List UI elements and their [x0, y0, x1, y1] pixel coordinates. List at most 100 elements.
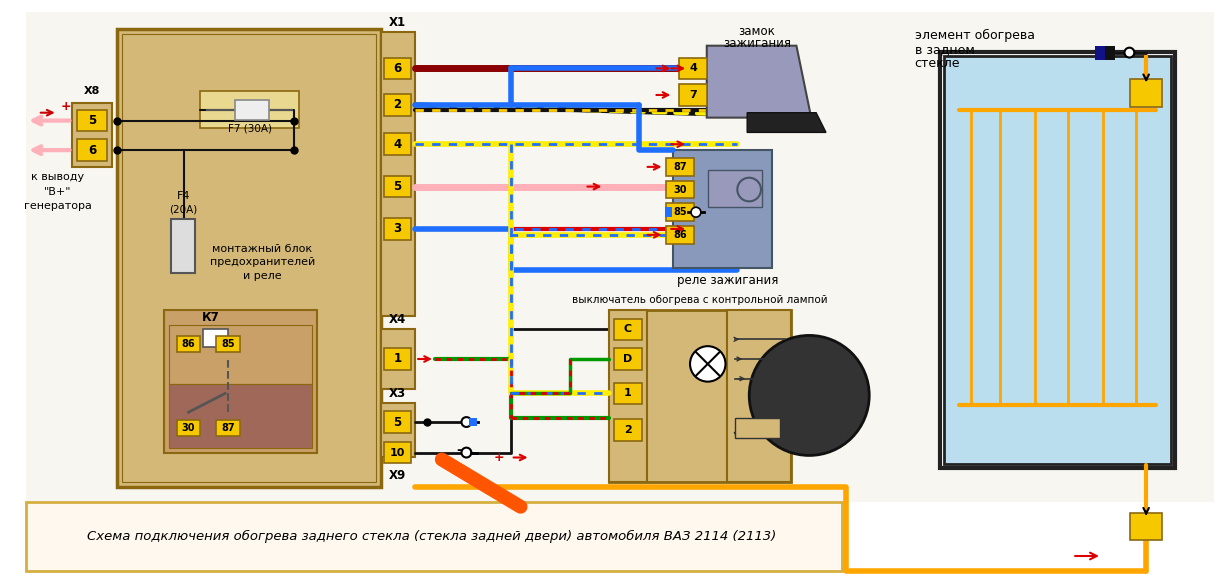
Bar	[122, 34, 376, 482]
Text: D: D	[623, 354, 633, 364]
Text: "В+": "В+"	[44, 187, 71, 196]
Bar	[615, 318, 642, 340]
Bar	[200, 91, 299, 128]
Bar	[384, 175, 412, 198]
Text: зажигания: зажигания	[723, 37, 791, 50]
Bar	[1105, 45, 1114, 59]
Text: 6: 6	[393, 62, 402, 75]
Bar	[384, 411, 412, 433]
Text: X4: X4	[389, 313, 406, 326]
Text: 85: 85	[221, 339, 235, 349]
Text: 4: 4	[689, 64, 697, 73]
Text: 1: 1	[624, 388, 632, 398]
Text: +: +	[494, 451, 505, 464]
Bar	[164, 310, 316, 452]
Bar	[736, 418, 780, 438]
Text: -: -	[457, 442, 462, 456]
Bar	[216, 420, 240, 436]
Polygon shape	[747, 113, 826, 132]
Bar	[26, 12, 1215, 502]
Bar	[169, 384, 312, 448]
Bar	[708, 170, 763, 208]
Bar	[945, 55, 1171, 465]
Bar	[610, 310, 792, 482]
Bar	[384, 134, 412, 155]
Text: реле зажигания: реле зажигания	[677, 273, 778, 287]
Bar	[1130, 512, 1162, 540]
Text: генератора: генератора	[23, 201, 92, 211]
Text: предохранителей: предохранителей	[210, 258, 315, 268]
Circle shape	[737, 178, 761, 201]
Text: Схема подключения обогрева заднего стекла (стекла задней двери) автомобиля ВАЗ 2: Схема подключения обогрева заднего стекл…	[87, 530, 776, 543]
Text: замок: замок	[738, 26, 776, 38]
Bar	[171, 219, 196, 273]
Circle shape	[749, 335, 869, 455]
Bar	[666, 181, 694, 198]
Text: X8: X8	[84, 86, 100, 96]
Text: 87: 87	[673, 162, 687, 172]
Bar	[615, 419, 642, 441]
Text: 4: 4	[393, 138, 402, 151]
Polygon shape	[706, 45, 811, 118]
Bar	[26, 502, 842, 571]
Bar	[679, 84, 706, 106]
Text: 6: 6	[88, 143, 97, 157]
Bar	[940, 52, 1174, 468]
Bar	[727, 310, 792, 482]
Circle shape	[462, 448, 472, 458]
Text: C: C	[624, 324, 632, 335]
Bar	[469, 418, 478, 426]
Text: монтажный блок: монтажный блок	[213, 244, 313, 254]
Text: выключатель обогрева с контрольной лампой: выключатель обогрева с контрольной лампо…	[572, 295, 827, 305]
Text: 1: 1	[393, 353, 402, 366]
Bar	[384, 58, 412, 79]
Bar	[384, 218, 412, 240]
Text: 7: 7	[689, 90, 697, 100]
Text: 87: 87	[221, 423, 235, 433]
Bar	[666, 158, 694, 175]
Text: (20А): (20А)	[170, 204, 198, 214]
Text: 5: 5	[393, 416, 402, 429]
Bar	[1095, 45, 1105, 59]
Text: элемент обогрева: элемент обогрева	[914, 29, 1035, 43]
Text: 10: 10	[390, 448, 406, 458]
Bar	[666, 203, 694, 221]
Bar	[384, 94, 412, 115]
Text: 5: 5	[88, 114, 97, 127]
Bar	[610, 310, 646, 482]
Text: 30: 30	[182, 423, 196, 433]
Text: 3: 3	[393, 223, 402, 236]
Text: К7: К7	[202, 311, 219, 324]
Text: F7 (30А): F7 (30А)	[227, 124, 271, 134]
Text: 30: 30	[673, 185, 687, 195]
Bar	[116, 29, 381, 487]
Circle shape	[690, 346, 726, 382]
Text: 85: 85	[673, 207, 687, 217]
Bar	[615, 348, 642, 370]
Bar	[203, 329, 229, 347]
Circle shape	[690, 208, 701, 217]
Text: и реле: и реле	[243, 271, 282, 281]
Bar	[381, 329, 415, 388]
Text: X9: X9	[389, 469, 406, 482]
Text: +: +	[60, 100, 71, 113]
Circle shape	[1124, 48, 1134, 58]
Bar	[235, 100, 269, 120]
Text: в заднем: в заднем	[914, 43, 974, 56]
Text: X3: X3	[389, 387, 406, 400]
Text: стекле: стекле	[914, 57, 960, 70]
Bar	[384, 348, 412, 370]
Text: F4: F4	[177, 191, 191, 202]
Text: 86: 86	[182, 339, 196, 349]
Bar	[381, 403, 415, 458]
Bar	[169, 325, 312, 384]
Bar	[615, 382, 642, 404]
Text: 2: 2	[624, 425, 632, 435]
Text: к выводу: к выводу	[31, 172, 84, 182]
Bar	[77, 139, 106, 161]
Bar	[673, 150, 772, 268]
Circle shape	[462, 417, 472, 427]
Bar	[72, 103, 111, 167]
Bar	[77, 110, 106, 131]
Bar	[384, 442, 412, 463]
